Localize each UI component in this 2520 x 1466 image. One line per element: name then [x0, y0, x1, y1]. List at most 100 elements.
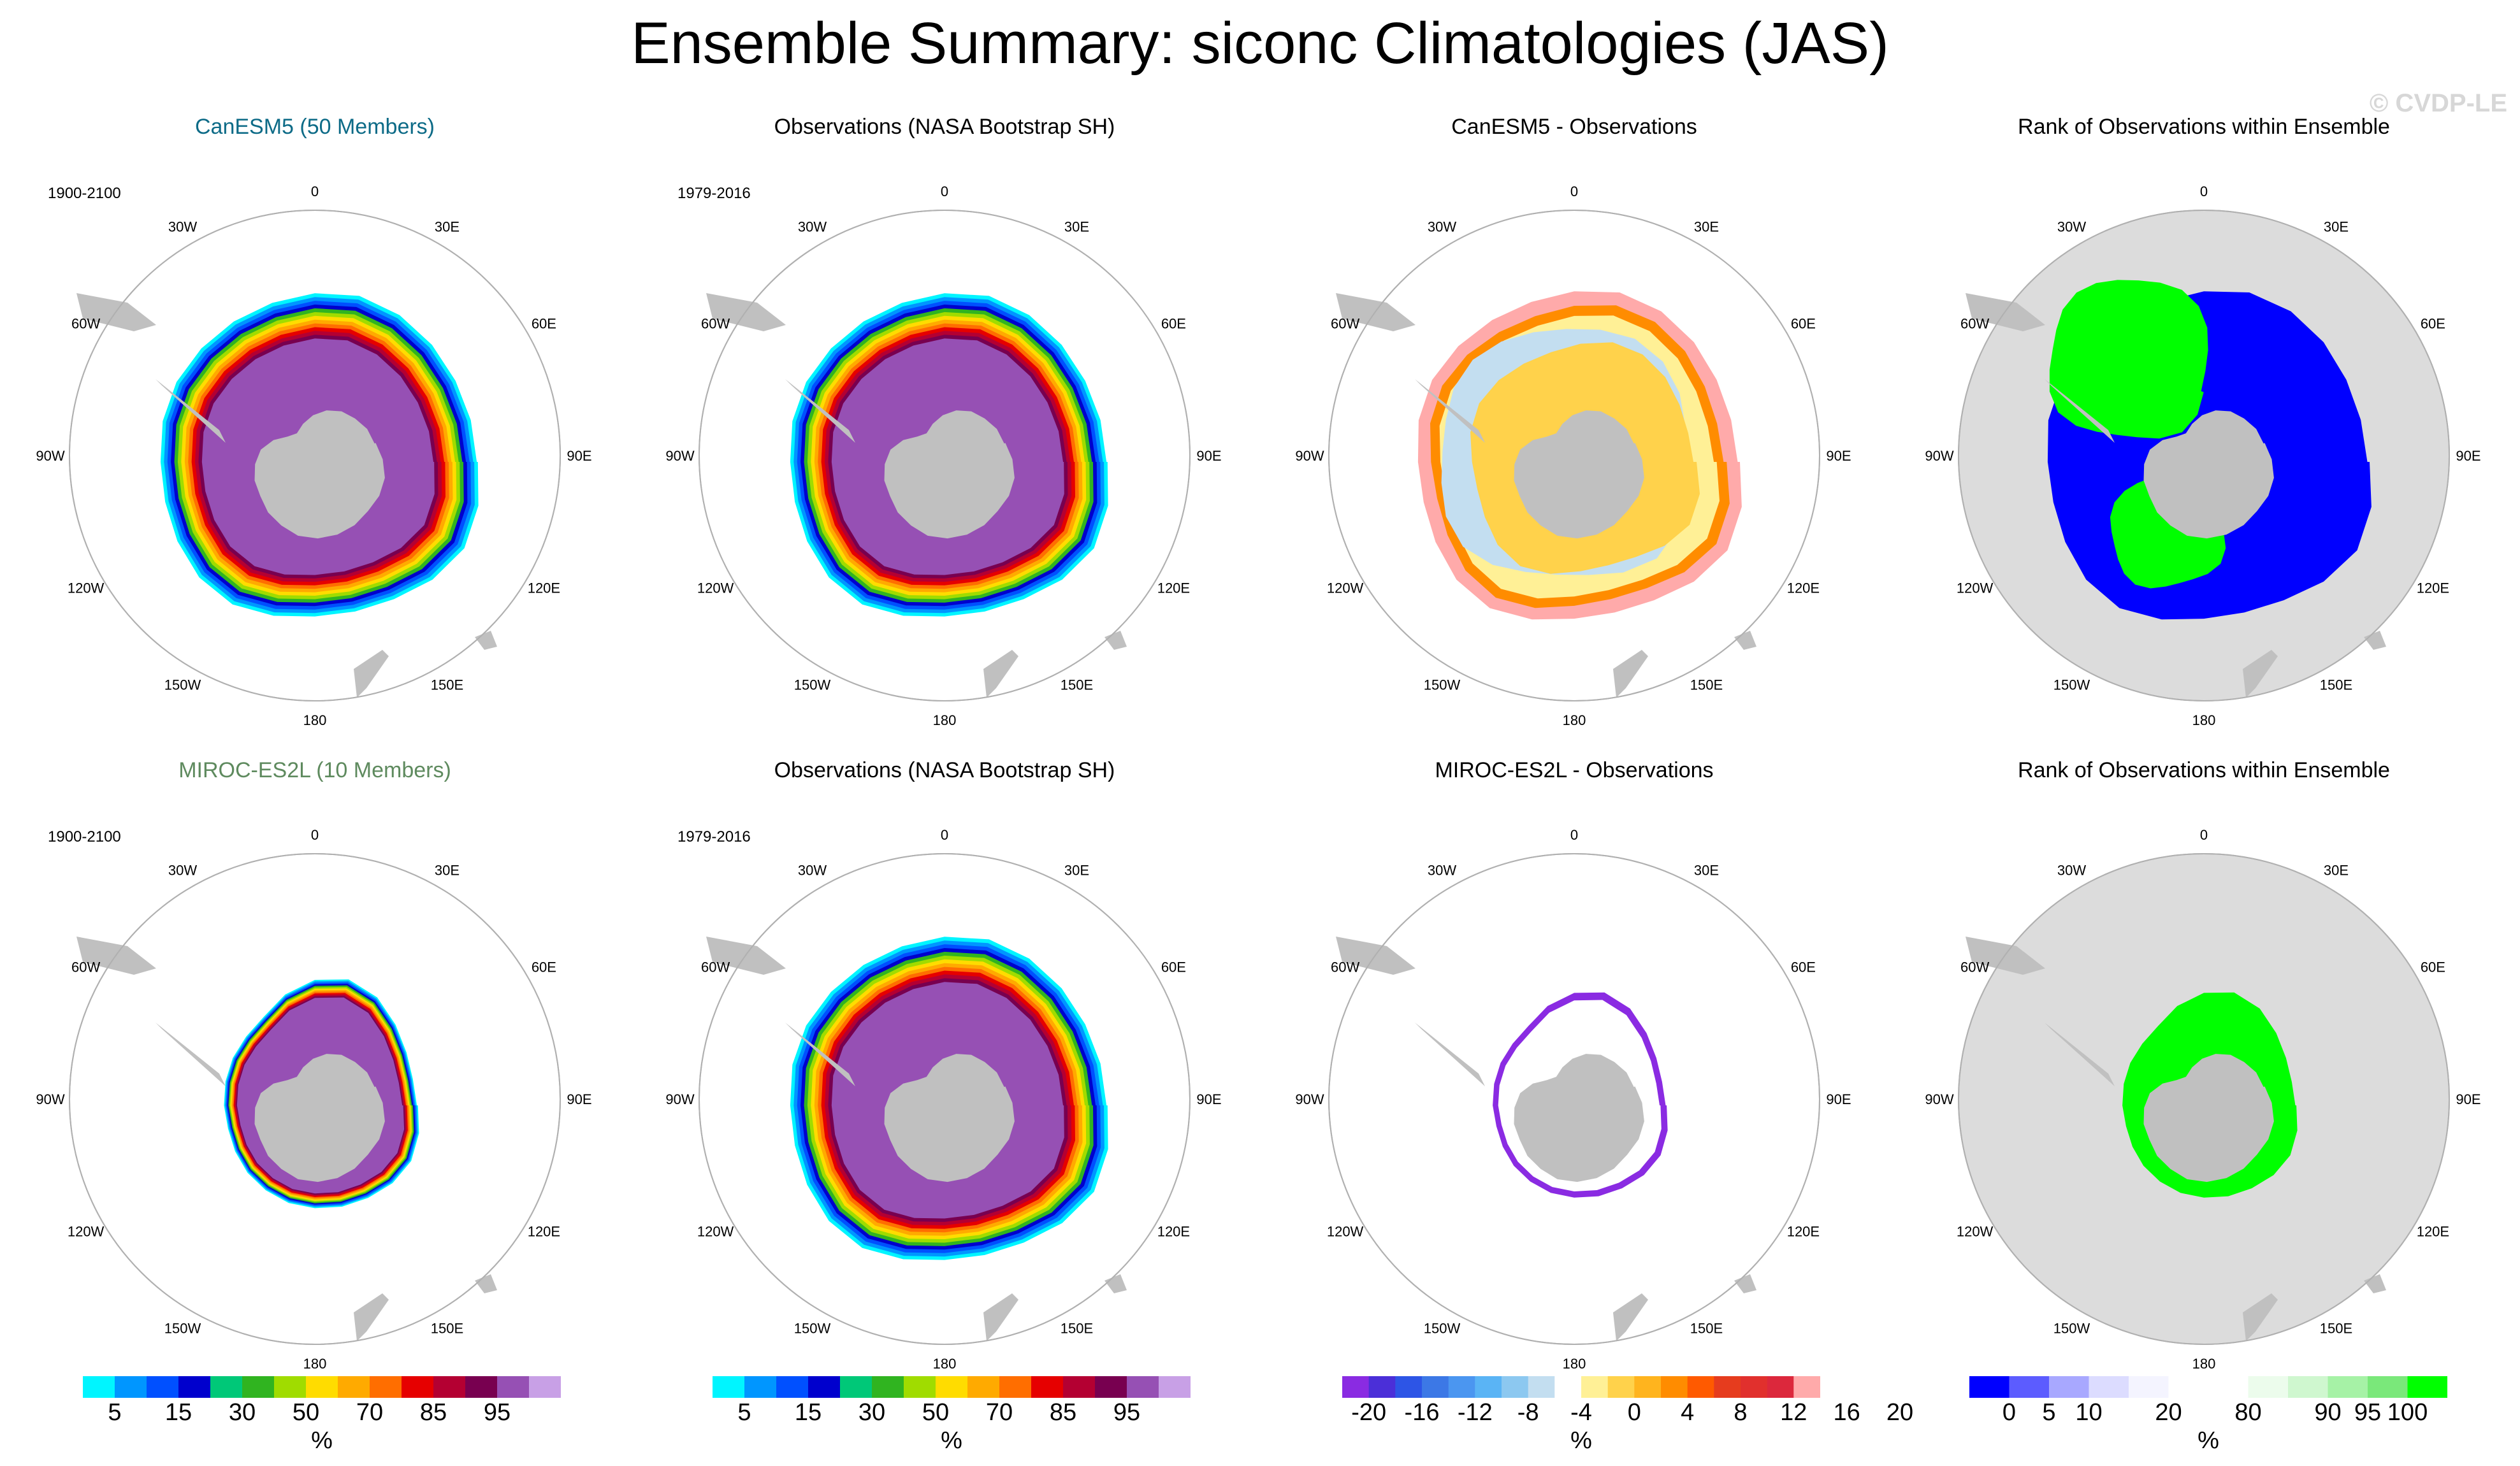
- colorbar-swatch: [1969, 1376, 2009, 1398]
- colorbar-tick-label: 30: [228, 1399, 256, 1426]
- lon-label: 90W: [665, 1091, 694, 1107]
- lon-label: 90E: [2456, 1091, 2480, 1107]
- colorbar-swatch: [210, 1376, 243, 1398]
- panel-title: Rank of Observations within Ensemble: [2018, 115, 2390, 139]
- period-label: 1900-2100: [48, 828, 121, 845]
- colorbar-swatch: [242, 1376, 275, 1398]
- colorbar-tick-label: 95: [483, 1399, 511, 1426]
- colorbar-tick-label: 8: [1734, 1399, 1748, 1426]
- lon-label: 120E: [1787, 1224, 1820, 1240]
- colorbar-tick-label: -12: [1457, 1399, 1493, 1426]
- colorbar-swatch: [1368, 1376, 1396, 1398]
- colorbar-swatches: [1969, 1376, 2447, 1398]
- lon-label: 60E: [2421, 959, 2445, 975]
- colorbar: 0 5 10 20 80 90 95 100%: [1969, 1376, 2447, 1454]
- map-boundary: [69, 210, 561, 701]
- colorbar-tick-label: -16: [1404, 1399, 1440, 1426]
- colorbar-swatch: [2407, 1376, 2447, 1398]
- tasmania-landmass: [2364, 631, 2386, 650]
- colorbar-swatch: [147, 1376, 179, 1398]
- map-panel: CanESM5 - Observations 0 30E 60E 90E 120E 150E…: [1259, 115, 1889, 758]
- antarctica-landmass: [1514, 410, 1644, 539]
- colorbar-swatch: [1687, 1376, 1714, 1398]
- colorbar-swatch: [465, 1376, 498, 1398]
- lon-label: 150E: [2320, 1320, 2352, 1336]
- colorbar-swatch: [433, 1376, 466, 1398]
- colorbar-swatch: [744, 1376, 777, 1398]
- colorbar-tick-label: 20: [2155, 1399, 2182, 1426]
- lon-label: 60E: [1161, 316, 1186, 332]
- colorbar-swatch: [1422, 1376, 1449, 1398]
- colorbar-swatch: [999, 1376, 1032, 1398]
- lon-label: 60W: [701, 316, 730, 332]
- colorbar-tick-label: 5: [108, 1399, 122, 1426]
- antarctic-peninsula: [2045, 379, 2115, 443]
- new-zealand-landmass: [2243, 650, 2278, 698]
- colorbar-tick-label: 85: [1049, 1399, 1077, 1426]
- panel-title: Observations (NASA Bootstrap SH): [774, 758, 1115, 782]
- colorbar: 5 15 30 50 70 85 95%: [713, 1376, 1191, 1454]
- lon-label: 30W: [168, 863, 197, 879]
- lon-label: 150E: [1690, 1320, 1723, 1336]
- colorbar-tick-label: 85: [419, 1399, 447, 1426]
- lon-label: 30E: [2324, 863, 2349, 879]
- lon-label: 90E: [1196, 1091, 1221, 1107]
- map-boundary: [1958, 853, 2450, 1345]
- lon-label: 90E: [1196, 448, 1221, 464]
- lon-label: 60E: [532, 316, 556, 332]
- colorbar-swatch: [1767, 1376, 1794, 1398]
- lon-label: 30E: [1694, 863, 1719, 879]
- lon-label: 30E: [1694, 219, 1719, 235]
- lon-label: 30E: [1064, 219, 1089, 235]
- lon-label: 90E: [567, 448, 591, 464]
- lon-label: 120E: [1787, 580, 1820, 596]
- colorbar-swatch: [2368, 1376, 2408, 1398]
- colorbar-tick-label: 5: [737, 1399, 751, 1426]
- lon-label: 180: [933, 712, 957, 728]
- lon-label: 30W: [2057, 863, 2086, 879]
- polar-stereographic-map: 0 30E 60E 90E 120E 150E 180 150W 120W 90W 60W 30W: [1925, 827, 2480, 1372]
- polar-stereographic-map: 0 30E 60E 90E 120E 150E 180 150W 120W 90W 60W 30W: [1295, 827, 1851, 1372]
- map-boundary: [699, 853, 1191, 1345]
- colorbar-swatch: [2328, 1376, 2368, 1398]
- colorbar-swatch: [274, 1376, 307, 1398]
- lon-label: 30E: [2324, 219, 2349, 235]
- lon-label: 120W: [68, 580, 105, 596]
- colorbar-swatch: [1634, 1376, 1662, 1398]
- lon-label: 120W: [1327, 580, 1364, 596]
- colorbar-unit: %: [1570, 1427, 1592, 1454]
- lon-label: 90W: [36, 448, 64, 464]
- antarctica-landmass: [2143, 1054, 2274, 1182]
- colorbar-tick-label: 0: [2002, 1399, 2017, 1426]
- lon-label: 30W: [2057, 219, 2086, 235]
- lon-label: 120E: [1157, 1224, 1190, 1240]
- lon-label: 120W: [1957, 580, 1994, 596]
- lon-label: 120W: [697, 1224, 734, 1240]
- colorbar-tick-label: 0: [1627, 1399, 1641, 1426]
- new-zealand-landmass: [1613, 650, 1648, 698]
- polar-stereographic-map: 0 30E 60E 90E 120E 150E 180 150W 120W 90W 60W 30W: [665, 827, 1221, 1372]
- lon-label: 60W: [1960, 316, 1989, 332]
- colorbar-swatch: [306, 1376, 338, 1398]
- lon-label: 60E: [1791, 316, 1816, 332]
- antarctica-landmass: [884, 410, 1015, 539]
- colorbar-tick-label: 5: [2042, 1399, 2056, 1426]
- lon-label: 120E: [2417, 580, 2449, 596]
- lon-label: 30W: [798, 219, 827, 235]
- colorbar-tick-label: 30: [858, 1399, 886, 1426]
- lon-label: 60W: [701, 959, 730, 975]
- figure-title: Ensemble Summary: siconc Climatologies (…: [631, 11, 1889, 76]
- colorbar-swatch: [402, 1376, 434, 1398]
- lon-label: 150E: [2320, 677, 2352, 693]
- polar-stereographic-map: 0 30E 60E 90E 120E 150E 180 150W 120W 90W 60W 30W: [36, 827, 591, 1372]
- colorbar: 5 15 30 50 70 85 95%: [83, 1376, 561, 1454]
- colorbar-swatch: [1741, 1376, 1768, 1398]
- lon-label: 180: [1563, 712, 1586, 728]
- antarctica-landmass: [254, 410, 385, 539]
- lon-label: 30E: [1064, 863, 1089, 879]
- period-label: 1900-2100: [48, 185, 121, 202]
- colorbar-swatch: [904, 1376, 936, 1398]
- tasmania-landmass: [1104, 631, 1127, 650]
- colorbar-swatch: [1554, 1376, 1582, 1398]
- lon-label: 150W: [794, 677, 831, 693]
